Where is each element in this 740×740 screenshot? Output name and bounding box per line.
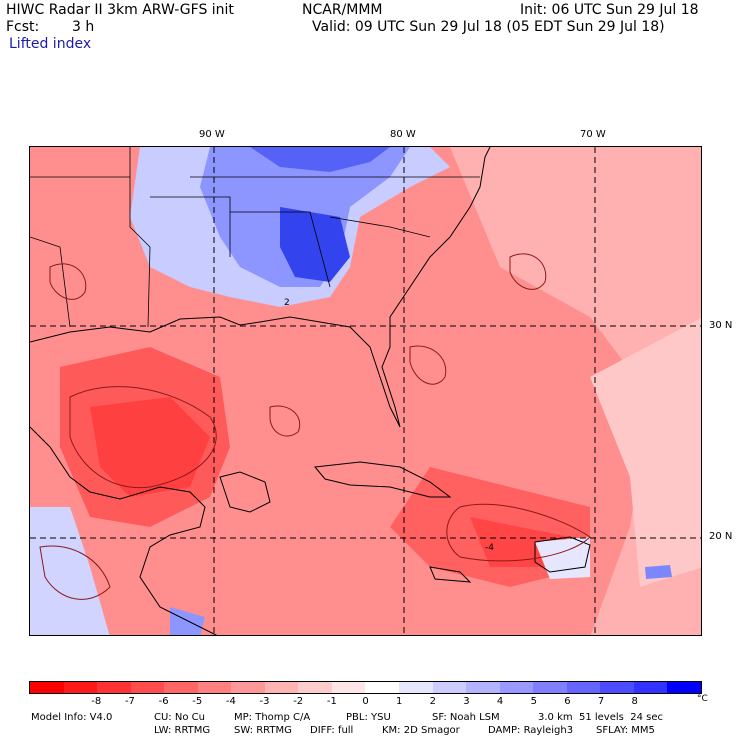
field-gulf-core [90,397,210,497]
field-stable-core [280,207,350,282]
forecast-hour: 3 h [72,19,95,35]
colorbar-swatch [264,682,299,693]
cuba [314,461,452,498]
contour-west [49,263,87,300]
colorbar-swatch [331,682,366,693]
footer-model-info: Model Info: V4.0 [31,712,113,723]
colorbar-unit: °C [697,694,708,704]
org-label: NCAR/MMM [302,2,383,18]
colorbar-swatch [130,682,165,693]
contour-label-neg4: -4 [485,543,494,553]
colorbar-swatch [399,682,433,693]
forecast-label: Fcst: [6,19,40,35]
colorbar-tick-label: 4 [496,696,504,707]
yucatan [219,471,271,513]
border-ar-la [129,147,151,328]
us-gulf-atlantic-coast [30,147,491,428]
colorbar-swatch [432,682,467,693]
border-sc-nc [329,216,431,238]
field-name: Lifted index [9,36,92,52]
contour-pacific [39,545,111,600]
colorbar-tick-label: 2 [429,696,436,707]
li-contours [39,253,591,600]
colorbar [29,681,702,694]
colorbar-swatch [63,682,98,693]
colorbar-tick-label: 5 [530,696,537,707]
footer-sw: SW: RRTMG [234,725,292,736]
contour-atlantic [509,253,547,290]
contour-caribbean [446,503,591,562]
colorbar-tick-label: 3 [463,696,470,707]
map-canvas: 2 -4 [30,147,701,635]
colorbar-tick-label: -6 [158,696,169,707]
border-al-ga [230,211,331,288]
lon-label-80w: 80 W [390,129,416,140]
contour-texas [69,386,217,489]
field-atlantic-stable-spot [645,565,672,579]
colorbar-swatch [231,682,265,693]
footer-lw: LW: RRTMG [154,725,211,736]
footer-pbl: PBL: YSU [346,712,391,723]
colorbar-swatch [667,682,701,693]
lon-label-90w: 90 W [199,129,225,140]
lat-label-20n: 20 N [709,531,733,542]
colorbar-swatch [197,682,232,693]
colorbar-swatch [499,682,534,693]
colorbar-tick-label: -5 [192,696,203,707]
colorbar-swatch [298,682,332,693]
field-atlantic-lighter [590,318,701,587]
colorbar-swatch [533,682,567,693]
lat-label-30n: 30 N [709,320,733,331]
footer-km: KM: 2D Smagor [382,725,460,736]
border-tn-ms [150,196,231,257]
field-mexico-stable [30,507,110,635]
colorbar-tick-label: 8 [631,696,638,707]
colorbar-tick-label: -1 [326,696,337,707]
contour-gulf-center [269,405,301,437]
lon-label-70w: 70 W [580,129,606,140]
colorbar-swatch [633,682,668,693]
hispaniola-coast [534,536,591,573]
colorbar-swatch [466,682,500,693]
border-tx [30,236,71,328]
footer-sf: SF: Noah LSM [432,712,500,723]
init-time: Init: 06 UTC Sun 29 Jul 18 [520,2,699,18]
lifted-index-map: 2 -4 [29,146,702,636]
coastlines [30,147,591,635]
valid-time: Valid: 09 UTC Sun 29 Jul 18 (05 EDT Sun … [312,19,665,35]
contour-label-2: 2 [284,298,290,308]
colorbar-swatch [566,682,601,693]
political-borders [30,147,480,328]
latlon-grid [30,147,701,635]
colorbar-tick-label: -3 [259,696,270,707]
colorbar-tick-label: -4 [225,696,236,707]
colorbar-tick-label: -2 [293,696,304,707]
footer-cu: CU: No Cu [154,712,205,723]
footer-sflay: SFLAY: MM5 [596,725,655,736]
colorbar-tick-label: 0 [362,696,369,707]
colorbar-tick-label: 1 [395,696,403,707]
colorbar-swatch [30,682,64,693]
footer-diff: DIFF: full [310,725,354,736]
mexico-coast [30,426,218,635]
colorbar-swatch [164,682,198,693]
colorbar-tick-label: 6 [564,696,571,707]
colorbar-swatch [600,682,634,693]
colorbar-tick-label: 7 [597,696,605,707]
colorbar-tick-label: -7 [124,696,135,707]
footer-grid: 3.0 km 51 levels 24 sec [538,712,663,723]
model-title: HIWC Radar II 3km ARW-GFS init [6,2,234,18]
footer-damp: DAMP: Rayleigh3 [488,725,574,736]
colorbar-swatch [97,682,131,693]
field-stable-north [250,147,390,172]
colorbar-swatch [365,682,400,693]
footer-mp: MP: Thomp C/A [234,712,311,723]
colorbar-tick-label: -8 [91,696,102,707]
contour-bahamas [409,345,447,385]
jamaica [429,566,472,583]
